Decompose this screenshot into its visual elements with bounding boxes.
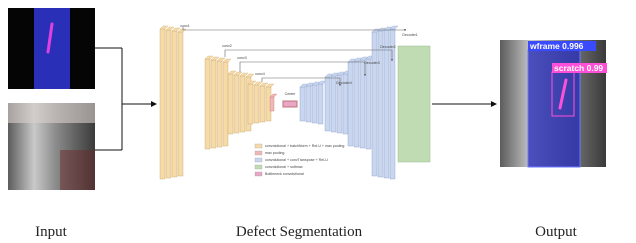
layer-block-top xyxy=(178,29,186,32)
caption-input: Input xyxy=(35,224,67,240)
layer-block xyxy=(306,86,311,122)
layer-block-top xyxy=(254,82,262,85)
layer-block xyxy=(211,60,216,148)
layer-block xyxy=(248,84,253,124)
layer-block-top xyxy=(217,58,225,61)
detection-label: wframe 0.996 xyxy=(529,41,584,51)
layer-block-top xyxy=(234,72,242,75)
layer-block xyxy=(160,29,165,179)
layer-block xyxy=(366,59,371,149)
skip-connection xyxy=(183,27,405,31)
layer-block xyxy=(390,29,395,179)
output-image: wframe 0.996 scratch 0.99 xyxy=(500,40,607,167)
legend-label: convolutional + batchNorm + ReLU + max p… xyxy=(265,144,344,148)
decoder-label: Decoder1 xyxy=(402,33,418,37)
encoder-label: conv3 xyxy=(237,56,247,60)
layer-block xyxy=(372,32,377,176)
decoder-label: Decoder2 xyxy=(380,45,396,49)
legend-swatch xyxy=(255,165,262,169)
layer-block-top xyxy=(246,74,254,77)
layer-block xyxy=(270,97,274,111)
legend-label: Bottleneck convolutional xyxy=(265,172,304,176)
layer-block xyxy=(166,30,171,178)
layer-block-top xyxy=(166,27,174,30)
output-block xyxy=(398,46,430,162)
layer-block xyxy=(240,76,245,132)
layer-block-top xyxy=(223,59,231,62)
unet-diagram: conv1 conv2 conv3 conv4 Center Decoder4 Decode… xyxy=(160,24,430,179)
layer-block-top xyxy=(211,57,219,60)
layer-block xyxy=(318,84,323,124)
layer-block xyxy=(178,32,183,176)
encoder-label: conv1 xyxy=(180,24,190,28)
input-image-bottom xyxy=(8,103,95,190)
layer-block xyxy=(378,31,383,177)
layer-block xyxy=(348,62,353,146)
legend-label: convolutional + softmax xyxy=(265,165,303,169)
legend-swatch xyxy=(255,158,262,162)
decoder-label: Decoder4 xyxy=(336,81,352,85)
figure: conv1 conv2 conv3 conv4 Center Decoder4 Decode… xyxy=(0,0,636,243)
input-image-top xyxy=(8,8,95,89)
layer-block xyxy=(354,61,359,147)
legend-swatch xyxy=(255,144,262,148)
input-arrows xyxy=(95,48,156,150)
layer-block xyxy=(260,86,265,122)
encoder-label: conv2 xyxy=(222,44,232,48)
layer-block xyxy=(360,60,365,148)
legend-swatch xyxy=(255,172,262,176)
layer-block xyxy=(300,87,305,121)
legend-label: max pooling xyxy=(265,151,284,155)
layer-block-top xyxy=(228,71,236,74)
layer-block xyxy=(384,30,389,178)
layer-block xyxy=(205,59,210,149)
layer-block-top xyxy=(205,56,213,59)
center-block xyxy=(283,101,297,107)
layer-block xyxy=(228,74,233,134)
layer-block-top xyxy=(172,28,180,31)
layer-block xyxy=(312,85,317,123)
layer-block-top xyxy=(260,83,268,86)
layer-block-top xyxy=(266,84,274,87)
legend-swatch xyxy=(255,151,262,155)
encoder-label: conv4 xyxy=(255,72,265,76)
layer-block-top xyxy=(160,26,168,29)
caption-output: Output xyxy=(535,224,578,240)
layer-block xyxy=(325,77,330,131)
caption-network: Defect Segmentation xyxy=(236,224,363,240)
legend-label: convolutional + convTranspose + ReLU xyxy=(265,158,328,162)
layer-block xyxy=(234,75,239,133)
layer-block xyxy=(172,31,177,177)
center-label: Center xyxy=(285,92,297,96)
decoder-label: Decoder3 xyxy=(364,61,380,65)
layer-block xyxy=(217,61,222,147)
detection-label: scratch 0.99 xyxy=(554,63,603,73)
layer-block xyxy=(254,85,259,123)
layer-block-top xyxy=(240,73,248,76)
layer-block xyxy=(223,62,228,146)
